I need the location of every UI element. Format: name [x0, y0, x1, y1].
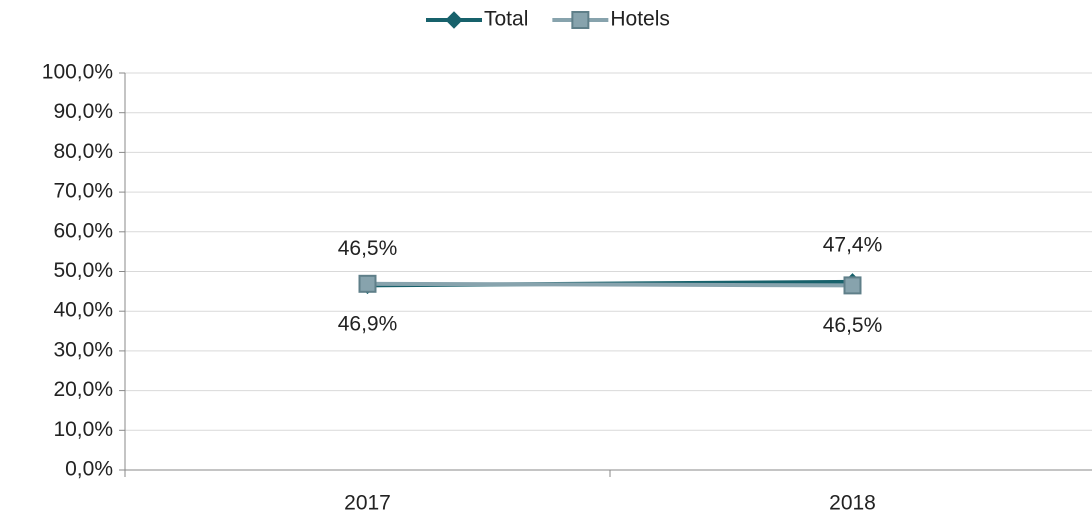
- y-tick-label: 10,0%: [53, 418, 113, 441]
- legend-marker: [445, 11, 463, 29]
- y-tick-label: 100,0%: [42, 61, 113, 84]
- data-label: 46,9%: [338, 312, 398, 335]
- y-tick-label: 0,0%: [65, 458, 113, 481]
- data-label: 46,5%: [823, 314, 883, 337]
- x-tick-label: 2018: [829, 492, 876, 515]
- point-marker: [843, 276, 862, 295]
- point-marker: [358, 274, 377, 293]
- legend-label: Hotels: [610, 8, 670, 31]
- y-tick-label: 70,0%: [53, 180, 113, 203]
- x-tick-label: 2017: [344, 492, 391, 515]
- series-line: [367, 281, 853, 288]
- y-tick-label: 50,0%: [53, 259, 113, 282]
- legend-label: Total: [484, 8, 528, 31]
- y-tick-label: 90,0%: [53, 100, 113, 123]
- y-tick-label: 30,0%: [53, 338, 113, 361]
- y-tick-label: 40,0%: [53, 299, 113, 322]
- y-tick-label: 60,0%: [53, 219, 113, 242]
- y-tick-label: 20,0%: [53, 378, 113, 401]
- data-label: 47,4%: [823, 233, 883, 256]
- legend-marker: [571, 11, 590, 29]
- data-label: 46,5%: [338, 237, 398, 260]
- y-tick-label: 80,0%: [53, 140, 113, 163]
